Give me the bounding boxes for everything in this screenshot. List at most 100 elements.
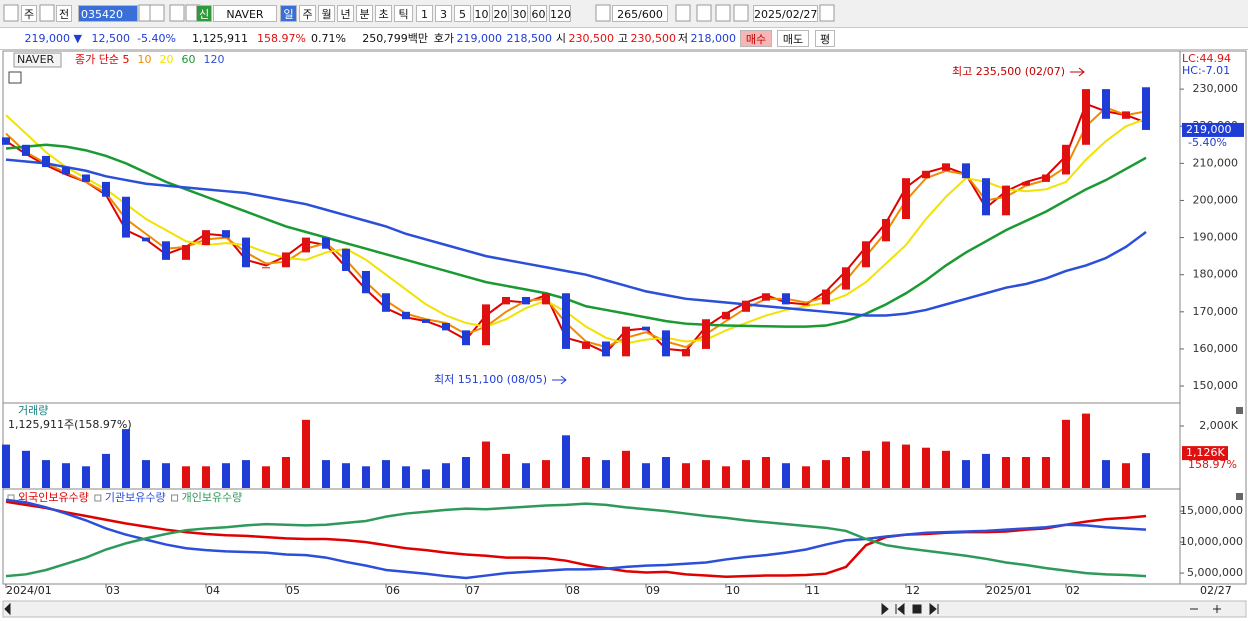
last-price-label: 219,000 <box>1186 123 1232 136</box>
volume-bar <box>22 450 30 488</box>
candle-body <box>902 178 910 220</box>
toolbar-icon[interactable] <box>819 4 835 22</box>
candle-body <box>962 163 970 179</box>
quote-field: 230,500 <box>630 32 677 45</box>
volume-bar <box>102 453 110 488</box>
toolbar-button[interactable]: 120 <box>549 5 571 22</box>
quote-field[interactable]: 평 <box>815 30 835 47</box>
volume-bar <box>1062 419 1070 488</box>
panel-close[interactable] <box>1236 493 1243 500</box>
toolbar-button[interactable]: 265/600 <box>612 5 668 22</box>
x-tick-label: 02 <box>1066 584 1080 597</box>
volume-bar <box>862 450 870 488</box>
x-tick-label: 12 <box>906 584 920 597</box>
toolbar-icon[interactable] <box>169 4 185 22</box>
toolbar-button[interactable]: 5 <box>454 5 471 22</box>
candle-body <box>182 245 190 260</box>
candle-body <box>202 230 210 246</box>
toolbar-button[interactable]: 주 <box>21 5 37 22</box>
y-tick-label: 200,000 <box>1193 193 1239 206</box>
toolbar-button[interactable]: 20 <box>492 5 509 22</box>
volume-bar <box>382 460 390 488</box>
candle-body <box>922 170 930 179</box>
panel-close[interactable] <box>1236 407 1243 414</box>
candle-body <box>142 237 150 242</box>
toolbar-button[interactable]: 초 <box>375 5 392 22</box>
x-tick-label: 2025/01 <box>986 584 1032 597</box>
scroll-buttons[interactable] <box>4 602 939 616</box>
candle-body <box>802 304 810 306</box>
candle-body <box>942 163 950 171</box>
volume-bar <box>42 460 50 488</box>
volume-bar <box>962 460 970 488</box>
x-tick-label: 11 <box>806 584 820 597</box>
x-tick-label: 08 <box>566 584 580 597</box>
volume-bar <box>922 447 930 488</box>
toolbar-icon[interactable] <box>675 4 691 22</box>
candle-body <box>82 174 90 182</box>
candle-body <box>742 300 750 312</box>
toolbar-button[interactable]: 신 <box>196 5 212 22</box>
toolbar-icon[interactable] <box>715 4 731 22</box>
moving-average-line <box>5 102 1147 354</box>
volume-bar <box>582 457 590 488</box>
volume-bar <box>142 460 150 488</box>
toolbar-button[interactable]: 10 <box>473 5 490 22</box>
toolbar-button[interactable]: 3 <box>435 5 452 22</box>
candle-body <box>382 293 390 312</box>
y-tick-label: 5,000,000 <box>1187 566 1243 579</box>
toolbar-icon[interactable] <box>733 4 749 22</box>
toolbar-button[interactable]: 2025/02/27 <box>753 5 818 22</box>
candle-body <box>842 267 850 290</box>
toolbar-button[interactable]: 035420 <box>78 5 138 22</box>
toolbar-icon[interactable] <box>595 4 611 22</box>
volume-bar <box>1002 457 1010 488</box>
quote-bar <box>0 28 1248 50</box>
toolbar-button[interactable]: 월 <box>318 5 335 22</box>
x-tick-label: 07 <box>466 584 480 597</box>
zoom-buttons[interactable] <box>1190 605 1221 613</box>
moving-average-line <box>5 114 1147 345</box>
panel-title: 거래량 <box>18 404 48 417</box>
toolbar-button[interactable]: NAVER <box>213 5 277 22</box>
grid-icon <box>8 71 22 84</box>
last-volume-change: 158.97% <box>1188 458 1237 471</box>
volume-bar <box>322 460 330 488</box>
toolbar-icon[interactable] <box>3 4 19 22</box>
quote-field[interactable]: 매도 <box>777 30 809 47</box>
toolbar-button[interactable]: 전 <box>56 5 72 22</box>
toolbar-button[interactable]: 일 <box>280 5 297 22</box>
scroll-bar[interactable] <box>2 600 1247 618</box>
candle-body <box>442 322 450 331</box>
toolbar-button[interactable]: 년 <box>337 5 354 22</box>
toolbar-button[interactable]: 분 <box>356 5 373 22</box>
legend-entry: 60 <box>181 53 195 66</box>
volume-bar <box>262 466 270 488</box>
toolbar-button[interactable]: 틱 <box>394 5 413 22</box>
volume-bar <box>802 466 810 488</box>
y-tick-label: 210,000 <box>1193 156 1239 169</box>
toolbar-button[interactable]: 60 <box>530 5 547 22</box>
toolbar-icon[interactable] <box>149 4 165 22</box>
candle-body <box>1142 87 1150 130</box>
candle-body <box>562 293 570 349</box>
annotation-arrow <box>552 375 567 385</box>
candle-body <box>542 293 550 305</box>
legend-entry: 개인보유수량 <box>182 491 243 504</box>
quote-field[interactable]: 매수 <box>740 30 772 47</box>
toolbar-button[interactable]: 1 <box>416 5 433 22</box>
candle-body <box>782 293 790 305</box>
moving-average-line <box>5 143 1147 328</box>
candle-body <box>1122 111 1130 119</box>
candle-body <box>722 311 730 320</box>
quote-field: 저 <box>677 32 688 45</box>
toolbar-icon[interactable] <box>39 4 55 22</box>
toolbar-button[interactable]: 30 <box>511 5 528 22</box>
candle-body <box>222 230 230 238</box>
volume-bar <box>1102 460 1110 488</box>
volume-bar <box>182 466 190 488</box>
x-tick-label: 06 <box>386 584 400 597</box>
toolbar-icon[interactable] <box>696 4 712 22</box>
volume-bar <box>602 460 610 488</box>
toolbar-button[interactable]: 주 <box>299 5 316 22</box>
